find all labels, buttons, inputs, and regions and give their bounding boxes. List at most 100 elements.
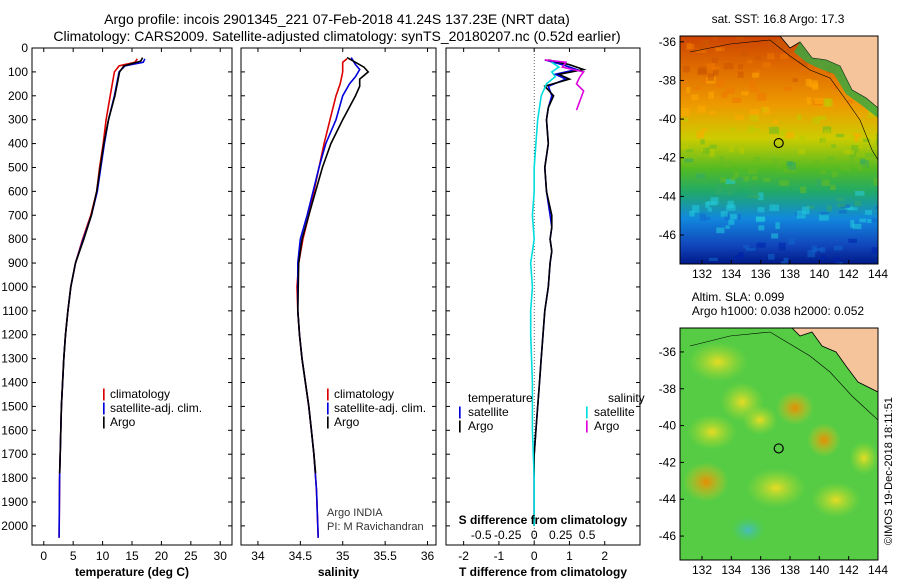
- sst-speckle: [824, 129, 830, 134]
- sla-blob: [731, 517, 765, 543]
- legend-swatch: |: [458, 404, 462, 419]
- sst-speckle: [876, 140, 878, 146]
- sst-speckle: [851, 145, 859, 153]
- sst-speckle: [838, 210, 847, 214]
- sst-map-frame: [679, 35, 879, 265]
- plot-frame: [240, 47, 437, 546]
- legend-label: Argo: [334, 415, 360, 429]
- sst-speckle: [796, 186, 801, 190]
- sst-speckle: [796, 210, 806, 219]
- sst-speckle: [685, 149, 693, 153]
- sst-speckle: [836, 197, 845, 202]
- sst-speckle: [699, 213, 707, 221]
- sst-speckle: [715, 79, 725, 88]
- sst-speckle: [686, 86, 691, 93]
- sst-speckle: [858, 162, 867, 168]
- legend-label: Argo: [468, 419, 494, 433]
- x-tick-label: 25: [184, 549, 198, 563]
- sst-speckle: [682, 65, 690, 73]
- sst-coast-strip: [794, 42, 878, 118]
- sst-speckle: [737, 177, 745, 182]
- x-tick-label: 5: [70, 549, 77, 563]
- sst-speckle: [709, 144, 717, 149]
- legend-label: Argo: [110, 415, 136, 429]
- sst-speckle: [758, 225, 765, 231]
- series-line-s-satellite: [529, 61, 561, 526]
- sst-speckle: [729, 214, 738, 220]
- sst-speckle: [721, 92, 728, 99]
- sla-blob: [683, 462, 729, 502]
- x-tick-label: -1: [494, 549, 505, 563]
- x-tick-label: 20: [155, 549, 169, 563]
- sst-speckle: [796, 114, 802, 120]
- sst-speckle: [775, 38, 785, 45]
- sla-map-title: Altim. SLA: 0.099: [692, 290, 785, 304]
- sla-blob: [742, 405, 778, 435]
- sst-speckle: [855, 191, 865, 196]
- plot-frame: [31, 47, 233, 546]
- x-tick-label: 36: [421, 549, 435, 563]
- y-tick-label: 300: [8, 113, 28, 127]
- sst-speckle: [702, 147, 710, 154]
- sst-speckle: [788, 238, 795, 245]
- sst-speckle: [802, 206, 810, 215]
- sst-speckle: [753, 194, 760, 199]
- y-tick-label: 2000: [1, 519, 28, 533]
- sst-speckle: [731, 97, 742, 103]
- difference-profile-plot: -2 -1 0 1 2 T difference from climatology temp…: [445, 47, 645, 579]
- sst-speckle: [859, 218, 867, 223]
- sst-speckle: [741, 176, 750, 182]
- sst-speckle: [830, 184, 836, 191]
- sst-speckle: [755, 217, 766, 221]
- sla-map-axes: 132 134 136 138 140 142 144 -36 -38 -40 -42 -44 -46: [659, 345, 889, 577]
- sst-speckle: [798, 148, 806, 155]
- legend-swatch: |: [102, 386, 106, 401]
- sst-speckle: [822, 126, 832, 133]
- sst-speckle: [837, 203, 846, 208]
- sst-speckle: [757, 207, 765, 213]
- sst-speckle: [851, 134, 856, 139]
- sst-speckle: [696, 49, 707, 54]
- sst-speckle: [798, 136, 807, 144]
- sst-speckle: [696, 131, 705, 139]
- sst-speckle: [709, 111, 716, 115]
- sla-blob: [849, 441, 878, 475]
- sst-speckle: [695, 173, 706, 179]
- sst-speckle: [806, 97, 812, 105]
- legend-label: climatology: [110, 387, 170, 401]
- y-tick-label: 0: [21, 41, 28, 55]
- sst-speckle: [756, 92, 767, 101]
- sst-speckle: [787, 48, 792, 54]
- legend-label: satellite: [594, 405, 635, 419]
- map-y-tick-label: -46: [659, 529, 677, 543]
- legend-title-temperature: temperature: [468, 391, 533, 405]
- sst-speckle: [820, 255, 827, 260]
- map-x-tick-label: 136: [751, 563, 771, 577]
- sla-map-frame: [679, 327, 879, 561]
- sst-speckle: [832, 171, 838, 178]
- y-tick-label: 1900: [1, 495, 28, 509]
- sst-speckle: [710, 197, 719, 205]
- sst-speckle: [720, 211, 728, 217]
- legend-swatch: |: [326, 386, 330, 401]
- sst-speckle: [807, 250, 816, 258]
- sst-speckle: [747, 59, 753, 64]
- sst-speckle: [689, 210, 695, 217]
- sst-speckle: [865, 152, 874, 158]
- sst-map-title: sat. SST: 16.8 Argo: 17.3: [712, 12, 845, 26]
- y-tick-label: 1400: [1, 376, 28, 390]
- sst-speckle: [712, 36, 718, 42]
- sst-speckle: [750, 88, 760, 93]
- sst-speckle: [730, 177, 735, 182]
- sst-speckle: [852, 223, 862, 230]
- sst-speckle: [752, 72, 760, 78]
- sst-speckle: [749, 109, 760, 116]
- sst-speckle: [827, 156, 835, 162]
- sst-speckle: [749, 80, 757, 89]
- sst-speckle: [814, 98, 824, 105]
- sst-speckle: [739, 147, 744, 154]
- sst-speckle: [716, 227, 725, 234]
- sst-map-axes: 132 134 136 138 140 142 144 -36 -38 -40 -42 -44 -46: [659, 35, 889, 281]
- sla-blob: [687, 414, 737, 450]
- sst-speckle: [817, 115, 827, 121]
